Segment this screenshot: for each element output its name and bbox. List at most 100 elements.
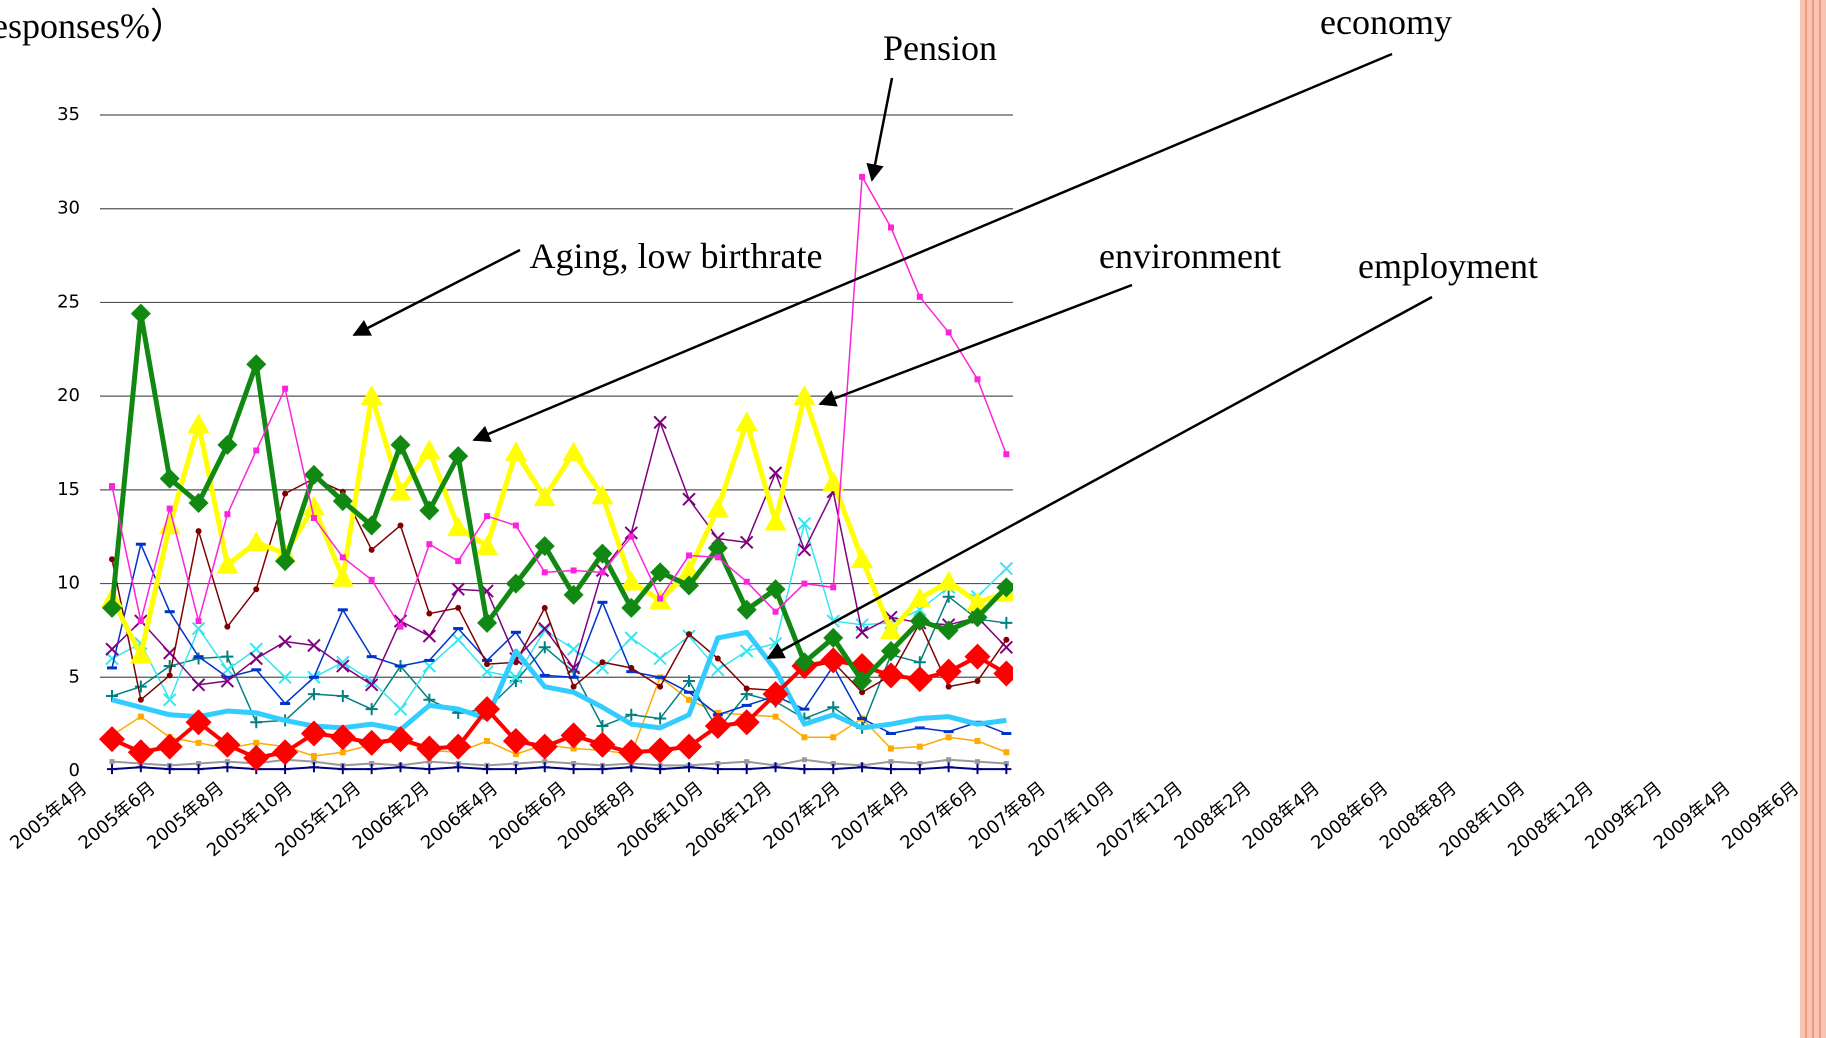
marker (513, 761, 519, 767)
marker (801, 734, 808, 741)
marker (735, 411, 758, 432)
marker (541, 569, 548, 576)
marker (158, 514, 181, 535)
marker (768, 636, 783, 651)
marker (885, 764, 896, 775)
marker (852, 671, 873, 692)
marker (793, 385, 816, 405)
arrow (766, 295, 1433, 660)
marker (686, 552, 692, 559)
marker (937, 570, 960, 591)
marker (599, 659, 606, 666)
marker (127, 739, 154, 766)
marker (621, 597, 642, 618)
marker (877, 662, 904, 689)
marker (416, 735, 443, 762)
marker (195, 528, 202, 535)
marker (358, 729, 385, 756)
marker (390, 434, 411, 455)
marker (967, 607, 988, 628)
marker (538, 621, 552, 636)
marker (307, 638, 321, 653)
marker (310, 753, 317, 760)
marker (966, 591, 989, 612)
marker (1003, 749, 1010, 756)
marker (624, 526, 639, 540)
marker (109, 556, 115, 563)
marker (764, 510, 787, 531)
marker (336, 655, 350, 669)
y-tick-label: 30 (57, 198, 80, 219)
marker (945, 683, 952, 690)
marker (245, 531, 268, 552)
marker (278, 634, 292, 649)
marker (137, 618, 144, 625)
marker (308, 762, 319, 773)
marker (426, 759, 432, 765)
marker (275, 551, 296, 572)
marker (744, 759, 750, 765)
marker (823, 627, 844, 648)
marker (706, 497, 729, 518)
marker (243, 744, 270, 771)
marker (653, 415, 667, 430)
marker (909, 611, 930, 632)
marker (280, 764, 291, 775)
marker (224, 759, 230, 765)
marker (887, 745, 894, 752)
marker (302, 495, 325, 516)
marker (684, 762, 694, 773)
marker (159, 468, 180, 489)
marker (741, 764, 752, 775)
marker (974, 738, 981, 745)
marker (560, 722, 587, 749)
marker (686, 696, 692, 703)
y-axis-label: esponses%） (0, 6, 186, 46)
marker (397, 623, 404, 630)
marker (426, 541, 433, 548)
series-line (111, 676, 1007, 757)
marker (303, 464, 324, 485)
marker (880, 641, 901, 662)
marker (364, 678, 379, 692)
marker (683, 675, 695, 688)
marker (653, 651, 667, 666)
marker (447, 516, 470, 537)
marker (942, 590, 955, 603)
marker (999, 561, 1013, 576)
marker (484, 513, 491, 520)
marker (426, 610, 433, 617)
marker (625, 708, 638, 721)
marker (509, 670, 523, 684)
marker (337, 764, 348, 775)
marker (830, 734, 837, 741)
marker (477, 612, 498, 633)
marker (222, 762, 233, 773)
marker (589, 731, 616, 758)
marker (453, 762, 464, 773)
marker (935, 658, 962, 685)
marker (628, 533, 635, 540)
marker (130, 303, 151, 324)
marker (504, 441, 527, 462)
marker (830, 584, 837, 591)
marker (972, 764, 983, 775)
marker (624, 631, 639, 645)
marker (246, 354, 267, 375)
marker (855, 625, 869, 640)
marker (105, 642, 119, 656)
marker (195, 739, 202, 746)
marker (570, 683, 577, 690)
marker (531, 733, 558, 760)
marker (704, 713, 731, 740)
marker (102, 597, 122, 618)
marker (369, 761, 375, 767)
marker (387, 726, 414, 753)
marker (562, 441, 585, 462)
marker (361, 515, 382, 536)
marker (539, 762, 550, 773)
marker (542, 759, 548, 765)
marker (996, 577, 1013, 598)
marker (563, 584, 584, 605)
marker (566, 661, 581, 675)
